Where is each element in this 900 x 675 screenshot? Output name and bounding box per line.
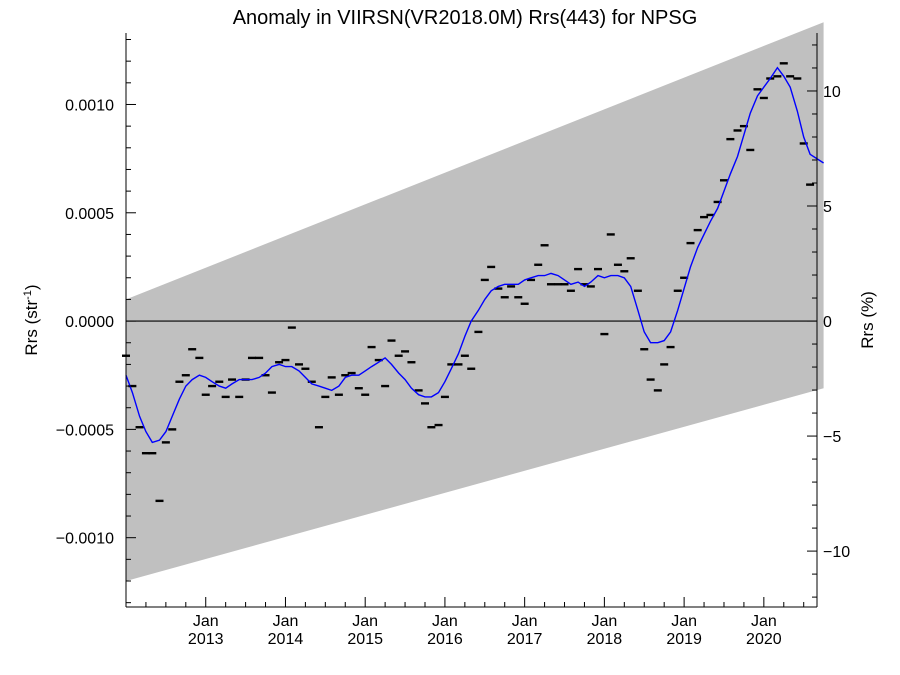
- y-right-tick-label: 0: [823, 314, 832, 331]
- y-axis-label-right: Rrs (%): [858, 291, 877, 349]
- y-right-tick-label: 10: [823, 84, 841, 101]
- y-right-tick-label: 5: [823, 199, 832, 216]
- y-left-tick-label: −0.0005: [56, 422, 114, 439]
- y-axis-label-left: Rrs (str-1): [22, 284, 41, 355]
- y-left-tick-label: 0.0005: [65, 206, 114, 223]
- y-left-tick-label: 0.0000: [65, 314, 114, 331]
- y-axis-label-left-base: Rrs (str: [22, 300, 41, 356]
- x-tick-year-label: 2013: [188, 631, 224, 648]
- x-tick-month-label: Jan: [671, 613, 697, 630]
- x-tick-year-label: 2018: [587, 631, 623, 648]
- grey-band-layer: [126, 22, 824, 581]
- y-axis-label-left-superscript: -1: [22, 290, 34, 300]
- x-tick-month-label: Jan: [591, 613, 617, 630]
- x-tick-year-label: 2015: [347, 631, 383, 648]
- y-axis-label-left-end: ): [22, 284, 41, 290]
- x-tick-year-label: 2014: [268, 631, 304, 648]
- smoothed-line-layer: [125, 66, 824, 444]
- y-left-tick-label: −0.0010: [56, 531, 114, 548]
- x-tick-year-label: 2017: [507, 631, 543, 648]
- x-tick-month-label: Jan: [193, 613, 219, 630]
- x-tick-year-label: 2016: [427, 631, 463, 648]
- y-right-tick-label: −10: [823, 544, 850, 561]
- grey-band: [126, 22, 824, 581]
- x-tick-month-label: Jan: [512, 613, 538, 630]
- chart-title: Anomaly in VIIRSN(VR2018.0M) Rrs(443) fo…: [233, 7, 698, 29]
- monthly-points-layer: [122, 62, 815, 503]
- x-tick-month-label: Jan: [273, 613, 299, 630]
- x-tick-month-label: Jan: [751, 613, 777, 630]
- axes-layer: 0.0010 0.0005 0.0000 −0.0005 −0.0010 10 5 0 −5 −1…: [56, 33, 850, 648]
- y-left-tick-label: 0.0010: [65, 97, 114, 114]
- y-right-tick-label: −5: [823, 429, 841, 446]
- x-tick-year-label: 2020: [746, 631, 782, 648]
- x-tick-year-label: 2019: [666, 631, 702, 648]
- x-tick-month-label: Jan: [432, 613, 458, 630]
- smoothed-line: [125, 66, 824, 444]
- x-tick-month-label: Jan: [352, 613, 378, 630]
